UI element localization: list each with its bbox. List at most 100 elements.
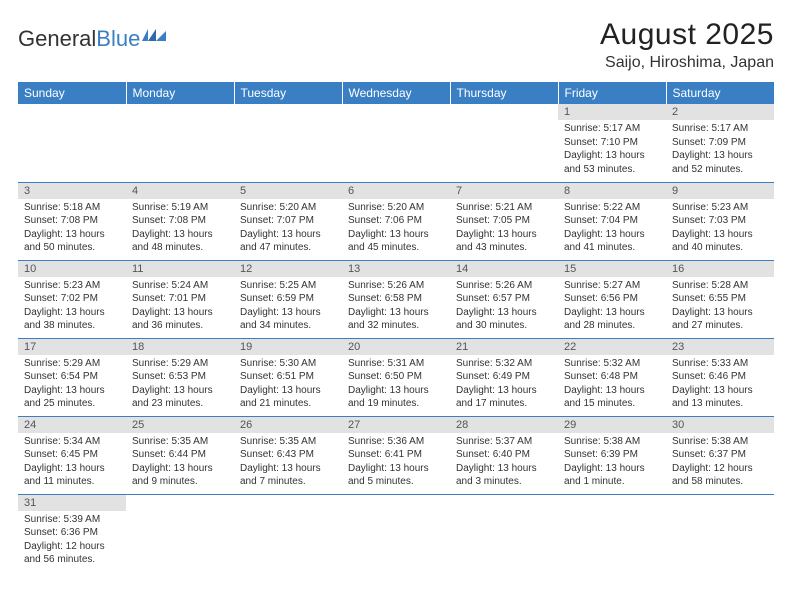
daylight-text: Daylight: 13 hours and 7 minutes.	[240, 462, 336, 489]
day-header: Sunday	[18, 82, 126, 104]
calendar-cell	[18, 104, 126, 182]
calendar-cell	[126, 104, 234, 182]
calendar-cell: 26Sunrise: 5:35 AMSunset: 6:43 PMDayligh…	[234, 416, 342, 494]
sunset-text: Sunset: 6:39 PM	[564, 448, 660, 462]
calendar-week-row: 10Sunrise: 5:23 AMSunset: 7:02 PMDayligh…	[18, 260, 774, 338]
calendar-cell: 5Sunrise: 5:20 AMSunset: 7:07 PMDaylight…	[234, 182, 342, 260]
day-details: Sunrise: 5:18 AMSunset: 7:08 PMDaylight:…	[18, 199, 126, 259]
calendar-cell: 20Sunrise: 5:31 AMSunset: 6:50 PMDayligh…	[342, 338, 450, 416]
day-details: Sunrise: 5:38 AMSunset: 6:39 PMDaylight:…	[558, 433, 666, 493]
calendar-cell: 10Sunrise: 5:23 AMSunset: 7:02 PMDayligh…	[18, 260, 126, 338]
daylight-text: Daylight: 13 hours and 5 minutes.	[348, 462, 444, 489]
calendar-cell: 12Sunrise: 5:25 AMSunset: 6:59 PMDayligh…	[234, 260, 342, 338]
sunset-text: Sunset: 7:05 PM	[456, 214, 552, 228]
sunset-text: Sunset: 6:45 PM	[24, 448, 120, 462]
day-number: 21	[450, 339, 558, 355]
logo-word2: Blue	[96, 26, 140, 51]
day-number: 30	[666, 417, 774, 433]
day-details: Sunrise: 5:21 AMSunset: 7:05 PMDaylight:…	[450, 199, 558, 259]
calendar-week-row: 1Sunrise: 5:17 AMSunset: 7:10 PMDaylight…	[18, 104, 774, 182]
sunrise-text: Sunrise: 5:29 AM	[132, 357, 228, 371]
sunset-text: Sunset: 6:59 PM	[240, 292, 336, 306]
sunrise-text: Sunrise: 5:32 AM	[456, 357, 552, 371]
day-header: Saturday	[666, 82, 774, 104]
day-details: Sunrise: 5:20 AMSunset: 7:06 PMDaylight:…	[342, 199, 450, 259]
calendar-cell: 6Sunrise: 5:20 AMSunset: 7:06 PMDaylight…	[342, 182, 450, 260]
sunset-text: Sunset: 6:53 PM	[132, 370, 228, 384]
daylight-text: Daylight: 13 hours and 3 minutes.	[456, 462, 552, 489]
calendar-cell	[126, 494, 234, 572]
daylight-text: Daylight: 13 hours and 28 minutes.	[564, 306, 660, 333]
day-details: Sunrise: 5:35 AMSunset: 6:44 PMDaylight:…	[126, 433, 234, 493]
daylight-text: Daylight: 13 hours and 50 minutes.	[24, 228, 120, 255]
sunrise-text: Sunrise: 5:26 AM	[456, 279, 552, 293]
logo: GeneralBlue	[18, 26, 166, 52]
day-details: Sunrise: 5:34 AMSunset: 6:45 PMDaylight:…	[18, 433, 126, 493]
day-details: Sunrise: 5:38 AMSunset: 6:37 PMDaylight:…	[666, 433, 774, 493]
sunset-text: Sunset: 6:36 PM	[24, 526, 120, 540]
calendar-cell: 19Sunrise: 5:30 AMSunset: 6:51 PMDayligh…	[234, 338, 342, 416]
day-header: Wednesday	[342, 82, 450, 104]
daylight-text: Daylight: 13 hours and 25 minutes.	[24, 384, 120, 411]
day-header: Tuesday	[234, 82, 342, 104]
day-number: 7	[450, 183, 558, 199]
sunset-text: Sunset: 7:04 PM	[564, 214, 660, 228]
calendar-cell: 29Sunrise: 5:38 AMSunset: 6:39 PMDayligh…	[558, 416, 666, 494]
calendar-week-row: 17Sunrise: 5:29 AMSunset: 6:54 PMDayligh…	[18, 338, 774, 416]
calendar-cell: 8Sunrise: 5:22 AMSunset: 7:04 PMDaylight…	[558, 182, 666, 260]
sunset-text: Sunset: 6:49 PM	[456, 370, 552, 384]
sunset-text: Sunset: 6:55 PM	[672, 292, 768, 306]
calendar-cell	[234, 494, 342, 572]
calendar-cell: 7Sunrise: 5:21 AMSunset: 7:05 PMDaylight…	[450, 182, 558, 260]
day-number: 4	[126, 183, 234, 199]
sunrise-text: Sunrise: 5:29 AM	[24, 357, 120, 371]
daylight-text: Daylight: 13 hours and 32 minutes.	[348, 306, 444, 333]
calendar-table: Sunday Monday Tuesday Wednesday Thursday…	[18, 82, 774, 572]
day-details: Sunrise: 5:17 AMSunset: 7:10 PMDaylight:…	[558, 120, 666, 180]
day-number: 9	[666, 183, 774, 199]
day-number: 28	[450, 417, 558, 433]
sunset-text: Sunset: 6:58 PM	[348, 292, 444, 306]
day-number: 26	[234, 417, 342, 433]
day-details: Sunrise: 5:32 AMSunset: 6:48 PMDaylight:…	[558, 355, 666, 415]
calendar-cell	[342, 104, 450, 182]
day-number: 16	[666, 261, 774, 277]
title-block: August 2025 Saijo, Hiroshima, Japan	[600, 18, 774, 72]
day-number: 31	[18, 495, 126, 511]
month-title: August 2025	[600, 18, 774, 52]
sunrise-text: Sunrise: 5:17 AM	[672, 122, 768, 136]
sunset-text: Sunset: 6:48 PM	[564, 370, 660, 384]
daylight-text: Daylight: 13 hours and 38 minutes.	[24, 306, 120, 333]
day-number: 14	[450, 261, 558, 277]
sunrise-text: Sunrise: 5:34 AM	[24, 435, 120, 449]
logo-text: GeneralBlue	[18, 26, 140, 52]
sunrise-text: Sunrise: 5:19 AM	[132, 201, 228, 215]
day-details: Sunrise: 5:28 AMSunset: 6:55 PMDaylight:…	[666, 277, 774, 337]
day-number: 25	[126, 417, 234, 433]
daylight-text: Daylight: 13 hours and 53 minutes.	[564, 149, 660, 176]
calendar-body: 1Sunrise: 5:17 AMSunset: 7:10 PMDaylight…	[18, 104, 774, 572]
calendar-cell: 21Sunrise: 5:32 AMSunset: 6:49 PMDayligh…	[450, 338, 558, 416]
sunset-text: Sunset: 6:43 PM	[240, 448, 336, 462]
daylight-text: Daylight: 13 hours and 41 minutes.	[564, 228, 660, 255]
sunset-text: Sunset: 7:09 PM	[672, 136, 768, 150]
sunset-text: Sunset: 6:40 PM	[456, 448, 552, 462]
sunrise-text: Sunrise: 5:24 AM	[132, 279, 228, 293]
calendar-cell: 1Sunrise: 5:17 AMSunset: 7:10 PMDaylight…	[558, 104, 666, 182]
calendar-cell: 11Sunrise: 5:24 AMSunset: 7:01 PMDayligh…	[126, 260, 234, 338]
day-number: 11	[126, 261, 234, 277]
day-number: 23	[666, 339, 774, 355]
day-details: Sunrise: 5:29 AMSunset: 6:54 PMDaylight:…	[18, 355, 126, 415]
daylight-text: Daylight: 13 hours and 21 minutes.	[240, 384, 336, 411]
calendar-cell	[558, 494, 666, 572]
calendar-cell	[342, 494, 450, 572]
sunrise-text: Sunrise: 5:27 AM	[564, 279, 660, 293]
day-details: Sunrise: 5:29 AMSunset: 6:53 PMDaylight:…	[126, 355, 234, 415]
sunrise-text: Sunrise: 5:23 AM	[672, 201, 768, 215]
day-number: 10	[18, 261, 126, 277]
sunrise-text: Sunrise: 5:33 AM	[672, 357, 768, 371]
calendar-cell: 22Sunrise: 5:32 AMSunset: 6:48 PMDayligh…	[558, 338, 666, 416]
sunrise-text: Sunrise: 5:18 AM	[24, 201, 120, 215]
daylight-text: Daylight: 13 hours and 45 minutes.	[348, 228, 444, 255]
daylight-text: Daylight: 13 hours and 40 minutes.	[672, 228, 768, 255]
